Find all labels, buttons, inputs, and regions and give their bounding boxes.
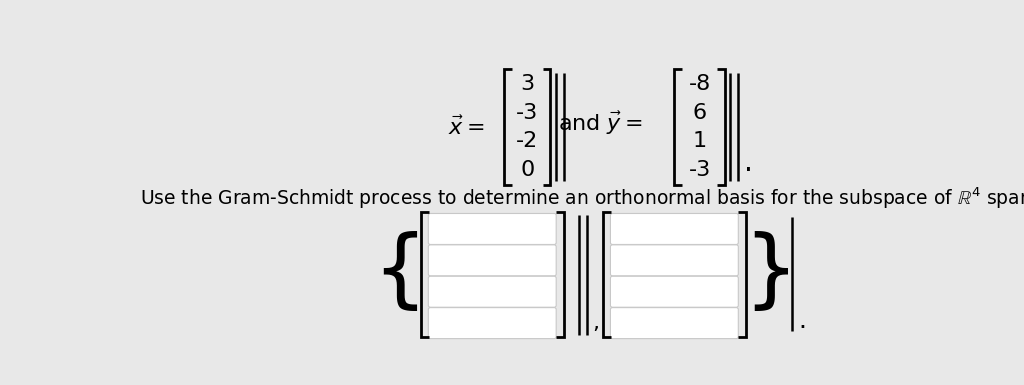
Text: }: } <box>743 231 798 314</box>
FancyBboxPatch shape <box>610 276 738 307</box>
FancyBboxPatch shape <box>428 213 556 244</box>
Text: -8: -8 <box>688 74 711 94</box>
Text: 1: 1 <box>692 132 707 151</box>
FancyBboxPatch shape <box>428 276 556 307</box>
FancyBboxPatch shape <box>428 308 556 339</box>
Text: -3: -3 <box>688 161 711 180</box>
Text: 3: 3 <box>520 74 535 94</box>
Text: 6: 6 <box>692 103 707 122</box>
Text: 0: 0 <box>520 161 535 180</box>
Text: $\vec{x}=$: $\vec{x}=$ <box>449 116 484 139</box>
Text: .: . <box>744 149 753 177</box>
Text: .: . <box>799 309 806 333</box>
FancyBboxPatch shape <box>610 308 738 339</box>
Text: -2: -2 <box>516 132 539 151</box>
FancyBboxPatch shape <box>428 245 556 276</box>
Text: ,: , <box>593 313 600 333</box>
Text: Use the Gram-Schmidt process to determine an orthonormal basis for the subspace : Use the Gram-Schmidt process to determin… <box>139 185 1024 211</box>
FancyBboxPatch shape <box>610 245 738 276</box>
Text: -3: -3 <box>516 103 539 122</box>
FancyBboxPatch shape <box>610 213 738 244</box>
Text: {: { <box>372 231 427 314</box>
Text: and $\vec{y}=$: and $\vec{y}=$ <box>558 110 643 137</box>
